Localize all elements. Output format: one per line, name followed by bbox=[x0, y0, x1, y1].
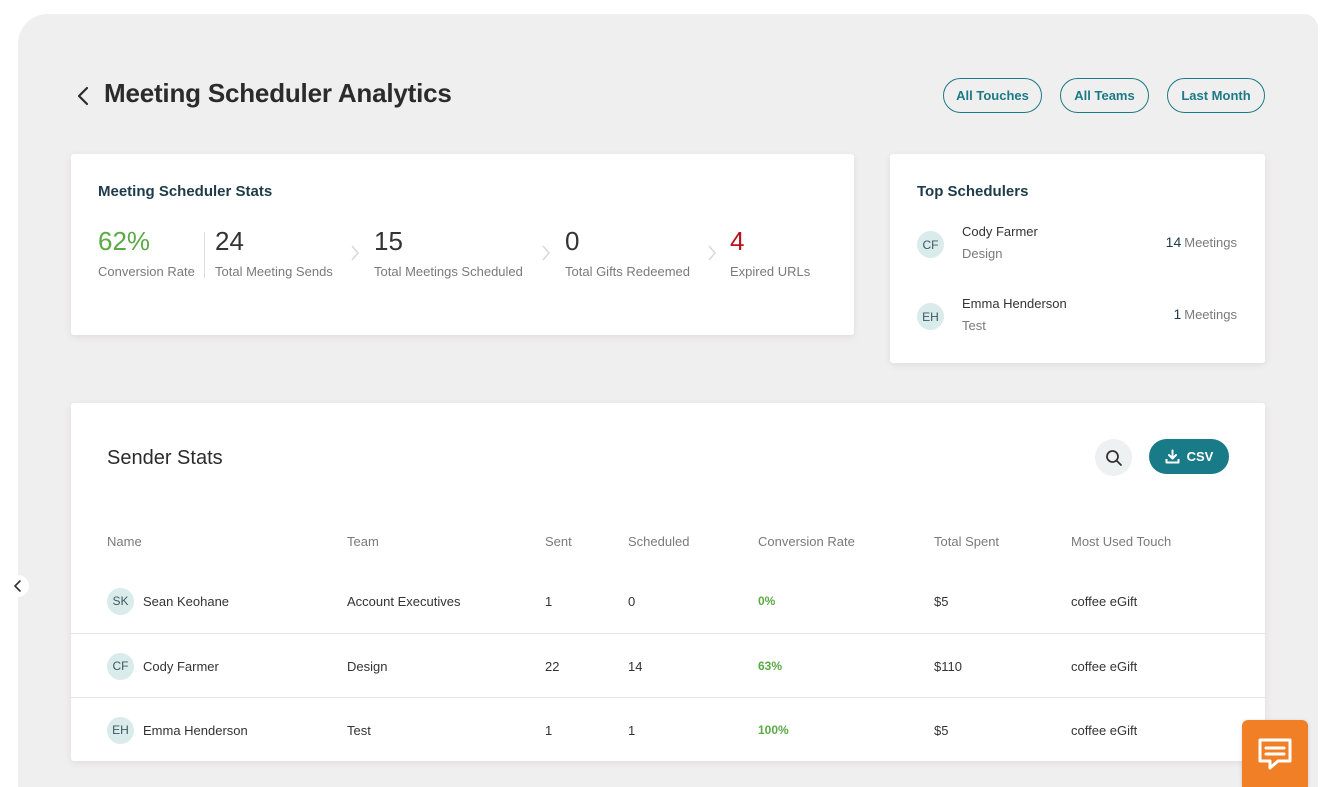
stat-value: 15 bbox=[374, 226, 403, 256]
stat-value: 24 bbox=[215, 226, 244, 256]
sent-cell: 1 bbox=[545, 722, 553, 738]
stat-conversion-rate: 62% Conversion Rate bbox=[98, 226, 195, 279]
name-cell: EH Emma Henderson bbox=[107, 698, 248, 762]
most-used-touch-cell: coffee eGift bbox=[1071, 658, 1138, 674]
conversion-rate-cell: 63% bbox=[758, 659, 783, 673]
stat-total-meeting-sends: 24 Total Meeting Sends bbox=[215, 226, 333, 279]
page-title: Meeting Scheduler Analytics bbox=[104, 78, 452, 108]
avatar: CF bbox=[107, 652, 134, 680]
scheduled-cell: 14 bbox=[628, 658, 643, 674]
filter-touches-button[interactable]: All Touches bbox=[943, 78, 1042, 113]
meeting-count-unit: Meetings bbox=[1184, 307, 1237, 322]
scheduler-name: Emma Henderson bbox=[962, 296, 1067, 311]
table-row[interactable]: SK Sean Keohane Account Executives 1 0 0… bbox=[71, 569, 1265, 633]
scheduler-meeting-count: 1 Meetings bbox=[1173, 306, 1237, 322]
avatar: EH bbox=[107, 716, 134, 744]
sent-cell: 1 bbox=[545, 593, 553, 609]
scheduler-team: Design bbox=[962, 246, 1003, 261]
chevron-right-icon bbox=[351, 245, 359, 261]
column-header-scheduled[interactable]: Scheduled bbox=[628, 534, 690, 549]
search-button[interactable] bbox=[1095, 439, 1132, 476]
column-header-sent[interactable]: Sent bbox=[545, 534, 572, 549]
sender-name: Emma Henderson bbox=[143, 722, 248, 738]
name-cell: SK Sean Keohane bbox=[107, 569, 229, 633]
stat-total-gifts-redeemed: 0 Total Gifts Redeemed bbox=[565, 226, 690, 279]
column-header-name[interactable]: Name bbox=[107, 534, 142, 549]
total-spent-cell: $5 bbox=[934, 722, 949, 738]
filter-teams-button[interactable]: All Teams bbox=[1060, 78, 1149, 113]
avatar: SK bbox=[107, 587, 134, 615]
stat-label: Total Gifts Redeemed bbox=[565, 264, 691, 279]
sender-stats-card: Sender Stats CSV Name Team Sent Schedule… bbox=[71, 403, 1265, 761]
top-schedulers-title: Top Schedulers bbox=[917, 183, 1029, 200]
scheduled-cell: 1 bbox=[628, 722, 636, 738]
stat-label: Total Meetings Scheduled bbox=[374, 264, 523, 279]
chat-icon bbox=[1258, 738, 1292, 769]
top-schedulers-card: Top Schedulers CF Cody Farmer Design 14 M… bbox=[890, 154, 1265, 363]
total-spent-cell: $5 bbox=[934, 593, 949, 609]
most-used-touch-cell: coffee eGift bbox=[1071, 593, 1138, 609]
csv-label: CSV bbox=[1186, 449, 1214, 464]
most-used-touch-cell: coffee eGift bbox=[1071, 722, 1138, 738]
sender-stats-title: Sender Stats bbox=[107, 447, 223, 469]
stat-expired-urls: 4 Expired URLs bbox=[730, 226, 810, 279]
team-cell: Test bbox=[347, 722, 371, 738]
sidebar-toggle-button[interactable] bbox=[7, 575, 29, 597]
column-header-conversion-rate[interactable]: Conversion Rate bbox=[758, 534, 855, 549]
page-frame: Meeting Scheduler Analytics All Touches … bbox=[18, 14, 1318, 787]
top-scheduler-item[interactable]: EH Emma Henderson Test 1 Meetings bbox=[917, 296, 1237, 340]
meeting-count-unit: Meetings bbox=[1184, 235, 1237, 250]
team-cell: Design bbox=[347, 658, 388, 674]
sender-name: Sean Keohane bbox=[143, 593, 230, 609]
column-header-team[interactable]: Team bbox=[347, 534, 379, 549]
avatar: EH bbox=[917, 303, 944, 330]
scheduler-team: Test bbox=[962, 318, 986, 333]
stat-value: 62% bbox=[98, 226, 151, 256]
scheduler-meeting-count: 14 Meetings bbox=[1166, 234, 1237, 250]
meeting-scheduler-stats-card: Meeting Scheduler Stats 62% Conversion R… bbox=[71, 154, 854, 335]
total-spent-cell: $110 bbox=[934, 658, 962, 674]
chevron-left-icon bbox=[14, 580, 21, 592]
top-scheduler-item[interactable]: CF Cody Farmer Design 14 Meetings bbox=[917, 224, 1237, 268]
column-header-total-spent[interactable]: Total Spent bbox=[934, 534, 1000, 549]
table-row[interactable]: CF Cody Farmer Design 22 14 63% $110 cof… bbox=[71, 633, 1265, 697]
stat-value: 4 bbox=[730, 226, 745, 256]
filter-period-button[interactable]: Last Month bbox=[1167, 78, 1265, 113]
conversion-rate-cell: 0% bbox=[758, 594, 776, 608]
chat-widget-button[interactable] bbox=[1242, 720, 1308, 787]
conversion-rate-cell: 100% bbox=[758, 723, 789, 737]
meeting-count-value: 1 bbox=[1173, 306, 1182, 322]
scheduled-cell: 0 bbox=[628, 593, 636, 609]
download-icon bbox=[1165, 449, 1180, 464]
table-row[interactable]: EH Emma Henderson Test 1 1 100% $5 coffe… bbox=[71, 697, 1265, 761]
scheduler-name: Cody Farmer bbox=[962, 224, 1038, 239]
stat-label: Total Meeting Sends bbox=[215, 264, 333, 279]
stat-divider bbox=[204, 232, 205, 278]
column-header-most-used-touch[interactable]: Most Used Touch bbox=[1071, 534, 1172, 549]
stat-total-meetings-scheduled: 15 Total Meetings Scheduled bbox=[374, 226, 523, 279]
stats-card-title: Meeting Scheduler Stats bbox=[98, 183, 273, 200]
meeting-count-value: 14 bbox=[1165, 234, 1182, 250]
download-csv-button[interactable]: CSV bbox=[1149, 439, 1229, 474]
back-arrow-icon[interactable] bbox=[72, 84, 96, 108]
avatar: CF bbox=[917, 231, 944, 258]
chevron-right-icon bbox=[542, 245, 550, 261]
team-cell: Account Executives bbox=[347, 593, 461, 609]
search-icon bbox=[1105, 449, 1122, 466]
chevron-right-icon bbox=[708, 245, 716, 261]
stat-value: 0 bbox=[565, 226, 580, 256]
sent-cell: 22 bbox=[545, 658, 560, 674]
sender-name: Cody Farmer bbox=[143, 658, 219, 674]
stat-label: Conversion Rate bbox=[98, 264, 195, 279]
name-cell: CF Cody Farmer bbox=[107, 634, 219, 698]
stat-label: Expired URLs bbox=[730, 264, 811, 279]
